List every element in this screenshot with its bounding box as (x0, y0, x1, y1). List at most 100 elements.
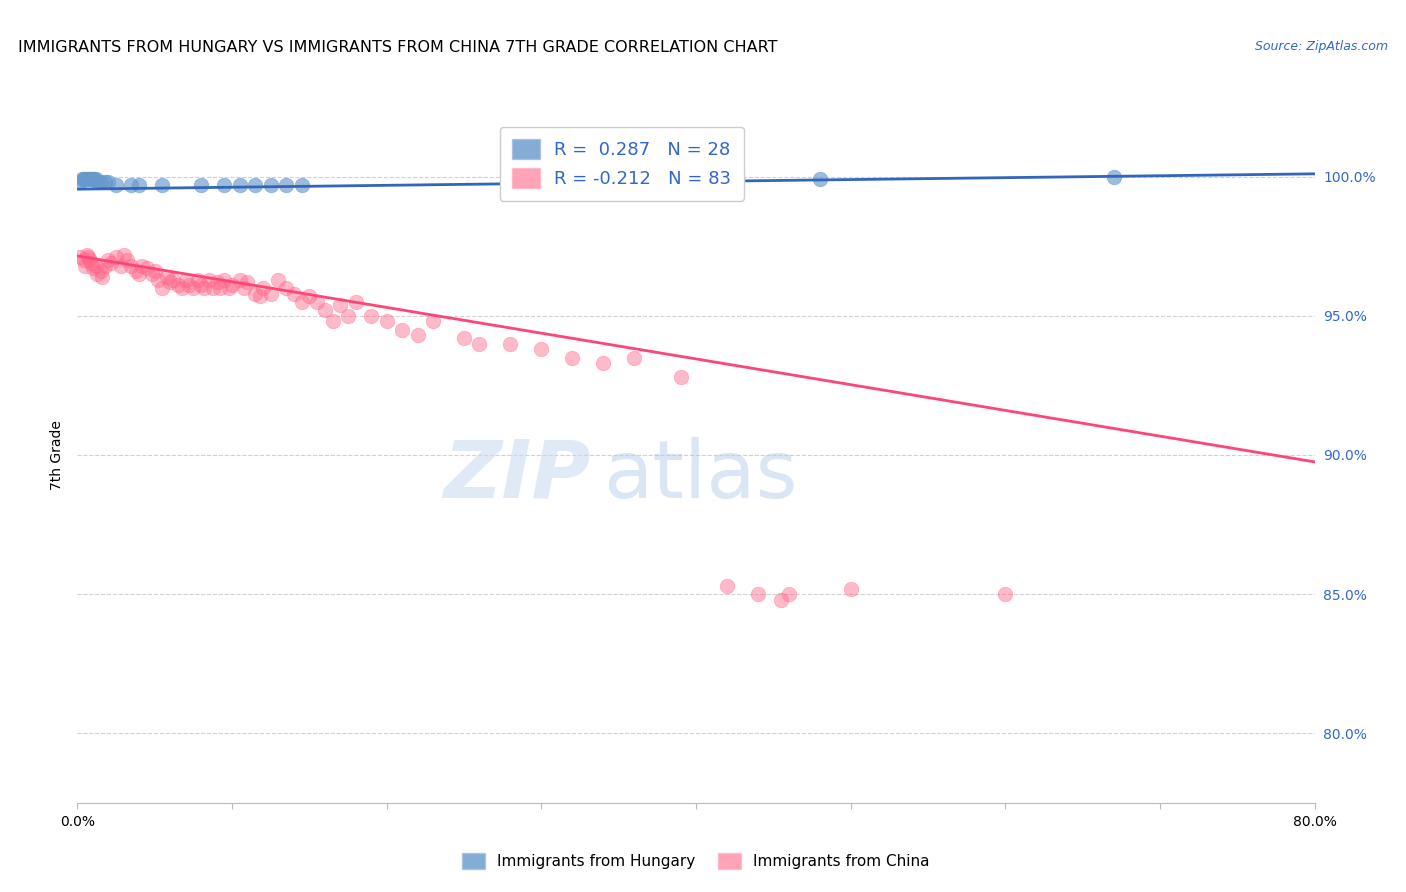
Point (193, 281, 215, 295)
Point (561, 351, 583, 365)
Text: ZIP: ZIP (443, 437, 591, 515)
Point (214, 272, 236, 286)
Point (329, 298, 352, 312)
Point (314, 303, 336, 318)
Point (307, 294, 329, 309)
Point (141, 267, 163, 281)
Point (245, 178, 267, 192)
Point (252, 281, 274, 295)
Point (770, 592, 793, 607)
Point (360, 309, 382, 323)
Point (344, 294, 367, 309)
Point (233, 281, 256, 295)
Point (69, 250, 91, 264)
Point (77, 172, 100, 186)
Point (229, 272, 252, 286)
Point (260, 286, 283, 301)
Point (131, 259, 153, 273)
Point (84, 259, 107, 273)
Point (90, 264, 112, 278)
Point (406, 328, 429, 343)
Point (337, 309, 360, 323)
Point (221, 278, 243, 293)
Point (422, 314, 444, 328)
Point (592, 356, 614, 370)
Point (623, 351, 645, 365)
Point (205, 276, 228, 290)
Point (202, 281, 225, 295)
Point (156, 269, 179, 284)
Point (79, 172, 101, 186)
Point (69, 175, 91, 189)
Point (236, 276, 259, 290)
Point (187, 272, 209, 286)
Point (72, 253, 94, 268)
Point (172, 281, 194, 295)
Point (276, 281, 298, 295)
Point (214, 178, 236, 192)
Point (391, 323, 413, 337)
Point (375, 314, 398, 328)
Point (249, 289, 271, 303)
Point (669, 370, 692, 384)
Point (260, 178, 283, 192)
Point (82, 261, 104, 276)
Point (128, 267, 150, 281)
Point (778, 587, 800, 601)
Point (499, 336, 522, 351)
Point (994, 587, 1017, 601)
Point (322, 314, 344, 328)
Point (72, 172, 94, 186)
Point (80, 256, 103, 270)
Point (229, 178, 252, 192)
Point (105, 250, 128, 264)
Point (121, 259, 143, 273)
Point (121, 178, 143, 192)
Point (80, 172, 103, 186)
Point (77, 250, 100, 264)
Point (276, 178, 298, 192)
Point (183, 281, 205, 295)
Point (291, 294, 314, 309)
Point (174, 272, 197, 286)
Point (90, 175, 112, 189)
Point (97, 175, 120, 189)
Legend: Immigrants from Hungary, Immigrants from China: Immigrants from Hungary, Immigrants from… (456, 847, 936, 875)
Point (291, 178, 314, 192)
Point (146, 272, 169, 286)
Point (298, 289, 321, 303)
Point (76, 247, 98, 261)
Point (245, 286, 267, 301)
Point (112, 247, 135, 261)
Point (208, 281, 231, 295)
Point (70, 172, 93, 186)
Point (152, 281, 174, 295)
Point (115, 253, 138, 268)
Point (91, 269, 114, 284)
Point (105, 178, 128, 192)
Point (86, 267, 108, 281)
Point (79, 253, 101, 268)
Point (808, 172, 831, 186)
Point (190, 278, 212, 293)
Point (75, 172, 96, 186)
Point (94, 259, 117, 273)
Point (86, 175, 108, 189)
Point (218, 281, 240, 295)
Point (162, 272, 184, 286)
Point (152, 178, 174, 192)
Point (128, 178, 150, 192)
Point (159, 276, 181, 290)
Point (453, 331, 475, 345)
Point (82, 172, 104, 186)
Point (75, 259, 96, 273)
Point (136, 261, 159, 276)
Text: Source: ZipAtlas.com: Source: ZipAtlas.com (1254, 40, 1388, 54)
Point (1102, 169, 1125, 184)
Point (110, 259, 132, 273)
Point (198, 272, 221, 286)
Point (84, 172, 107, 186)
Point (76, 172, 98, 186)
Point (177, 278, 200, 293)
Point (839, 582, 862, 596)
